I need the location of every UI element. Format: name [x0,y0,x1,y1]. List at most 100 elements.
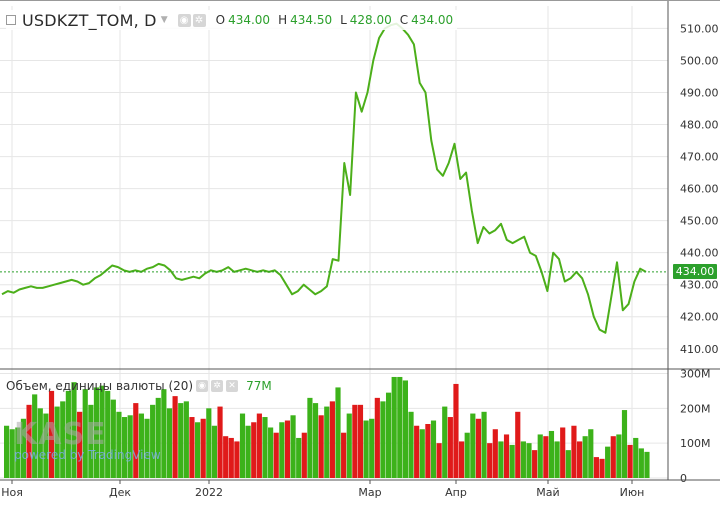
volume-title[interactable]: Объем, единицы валюты (20) [6,379,194,393]
high-label: H [278,13,288,27]
time-tick-label: 2022 [195,486,223,499]
volume-bar [37,408,43,478]
volume-bar [526,443,532,478]
volume-bar [644,451,650,478]
price-tick-label: 460.00 [680,183,719,196]
volume-bar [425,424,431,478]
price-tick-label: 410.00 [680,343,719,356]
volume-bar [459,441,465,478]
volume-tick-label: 200M [680,402,711,415]
volume-bar [228,437,234,478]
volume-bar [380,401,386,478]
volume-bar [54,406,60,478]
volume-bar [127,415,133,478]
volume-bar [48,390,55,478]
price-tick-label: 440.00 [680,247,719,260]
volume-bar [442,406,448,478]
volume-bar [335,387,341,478]
volume-bar [133,403,139,478]
open-value: 434.00 [228,13,271,27]
volume-bar [487,443,493,478]
volume-bar [99,385,105,478]
volume-bar [419,429,425,478]
volume-bar [616,434,622,478]
gear-icon[interactable]: ✲ [211,380,224,392]
volume-bar [318,415,324,478]
volume-bar [576,441,583,478]
volume-tick-label: 300M [680,367,711,380]
time-tick-label: Дек [109,486,131,499]
volume-bar [26,404,32,478]
eye-icon[interactable]: ◉ [177,13,191,27]
volume-bar [560,427,566,478]
volume-bar [408,411,414,478]
volume-bar [357,404,364,478]
volume-bar [324,406,330,478]
chevron-down-icon[interactable]: ▼ [160,15,168,25]
low-value: 428.00 [349,13,392,27]
volume-bar [194,422,201,478]
volume-bar [172,396,178,478]
volume-tick-label: 0 [680,472,687,485]
volume-bar [105,390,111,478]
volume-bar [492,429,498,478]
close-label: C [399,13,409,27]
volume-bar [268,427,274,478]
volume-bar [627,444,633,478]
open-label: O [215,13,226,27]
close-value: 434.00 [411,13,454,27]
collapse-toggle-icon[interactable] [6,15,16,25]
volume-bar [43,413,49,478]
volume-bar [296,437,302,478]
volume-bar [262,417,268,478]
volume-bar [93,387,100,478]
price-line [1,22,647,334]
volume-bar [178,403,184,478]
volume-bar [532,450,538,478]
powered-by-link[interactable]: powered by TradingView [14,448,161,462]
volume-bar [548,430,555,478]
price-tick-label: 470.00 [680,151,719,164]
volume-bar [453,383,459,478]
symbol-title[interactable]: USDKZT_TOM, D [22,10,157,30]
volume-bar [638,448,644,478]
volume-bar [374,397,380,478]
volume-bar [498,441,504,478]
volume-bar [290,415,296,478]
volume-bar [161,389,167,478]
price-tick-label: 490.00 [680,86,719,99]
volume-bar [447,417,453,478]
time-tick-label: Мар [358,486,381,499]
volume-bar [593,457,599,478]
volume-bar [402,380,409,478]
price-tick-label: 510.00 [680,22,719,35]
volume-bar [150,404,156,478]
volume-bar [284,420,291,478]
volume-bar [77,411,83,478]
volume-bar [116,411,122,478]
time-tick-label: Ноя [1,486,23,499]
volume-bar [352,404,358,478]
volume-bar [346,413,352,478]
volume-bar [206,408,212,478]
volume-bar [234,441,240,478]
volume-bar [397,376,403,478]
volume-bar [32,394,38,478]
volume-bar [369,418,375,478]
eye-icon[interactable]: ◉ [196,380,209,392]
volume-bar [470,413,476,478]
volume-bar [223,436,229,478]
volume-bar [621,410,628,478]
volume-bar [588,429,594,478]
volume-bar [110,399,116,478]
gear-icon[interactable]: ✲ [192,13,206,27]
last-price-badge: 434.00 [673,264,717,280]
volume-bar [554,441,560,478]
price-series [0,22,668,334]
volume-bar [436,443,442,478]
close-icon[interactable]: ✕ [226,380,239,392]
symbol-legend: USDKZT_TOM, D ▼ ◉ ✲ O 434.00 H 434.50 L … [6,10,458,30]
volume-bar [279,422,285,478]
volume-bars [4,376,650,478]
